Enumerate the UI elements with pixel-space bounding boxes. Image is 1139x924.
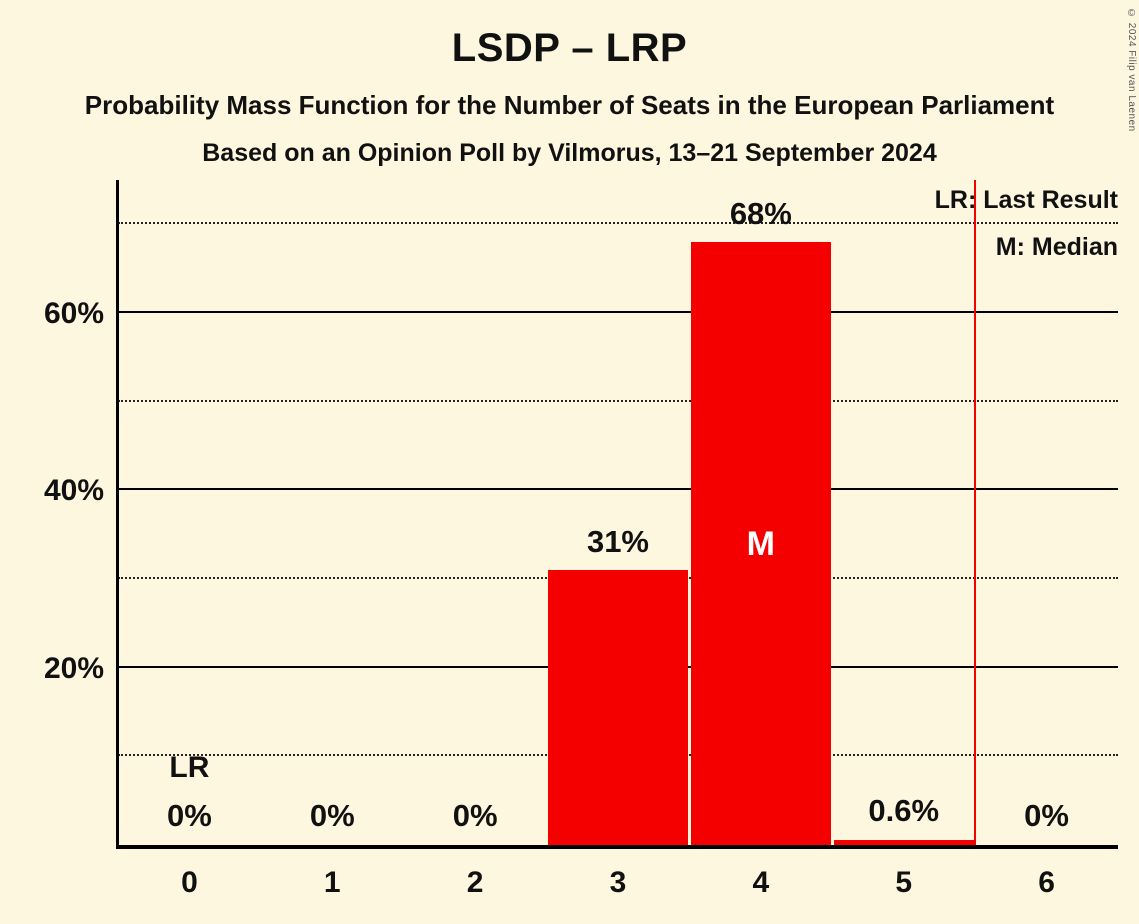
chart-subtitle: Probability Mass Function for the Number…	[84, 90, 1055, 120]
x-tick-label-1: 1	[323, 866, 341, 899]
plot-area: 0% LR 0% 0% 31% 68% M 0.6% 0%	[118, 180, 1118, 845]
bar-seat-3	[548, 570, 688, 845]
y-tick-label-60pct: 60%	[43, 297, 104, 330]
gridline-solid-60pct	[118, 311, 1118, 313]
y-tick-label-40pct: 40%	[43, 474, 104, 508]
bar-seat-4	[690, 242, 831, 845]
x-tick-label-5: 5	[895, 866, 913, 899]
copyright-notice: © 2024 Filip van Laenen	[1126, 8, 1137, 132]
gridline-dotted-70pct	[118, 222, 1118, 225]
x-tick-label-0: 0	[181, 866, 198, 899]
value-label-seat-3: 31%	[586, 523, 649, 559]
value-label-seat-4: 68%	[729, 195, 792, 231]
value-label-seat-6: 0%	[1024, 798, 1069, 834]
legend-last-result: LR: Last Result	[934, 186, 1118, 214]
chart-title: LSDP – LRP	[451, 26, 688, 70]
chart-source-line: Based on an Opinion Poll by Vilmorus, 13…	[202, 139, 937, 167]
last-result-line	[973, 180, 977, 845]
y-axis-line	[116, 180, 119, 848]
value-label-seat-2: 0%	[452, 798, 498, 834]
value-label-seat-0: 0%	[167, 798, 212, 834]
x-axis-line	[116, 845, 1118, 849]
x-tick-label-2: 2	[466, 866, 484, 899]
last-result-label: LR	[169, 751, 210, 784]
legend-median: M: Median	[995, 233, 1118, 261]
x-tick-label-3: 3	[609, 866, 627, 899]
x-axis-labels: 0 1 2 3 4 5 6	[118, 866, 1118, 906]
gridline-solid-40pct	[118, 488, 1118, 491]
bar-seat-5	[833, 839, 974, 845]
x-tick-label-4: 4	[752, 866, 770, 899]
value-label-seat-5: 0.6%	[868, 793, 940, 829]
median-marker: M	[746, 524, 775, 563]
y-axis-labels: 20% 40% 60%	[0, 180, 104, 845]
value-label-seat-1: 0%	[309, 798, 355, 834]
x-tick-label-6: 6	[1038, 866, 1055, 899]
gridline-dotted-50pct	[118, 399, 1118, 402]
y-tick-label-20pct: 20%	[43, 651, 104, 685]
